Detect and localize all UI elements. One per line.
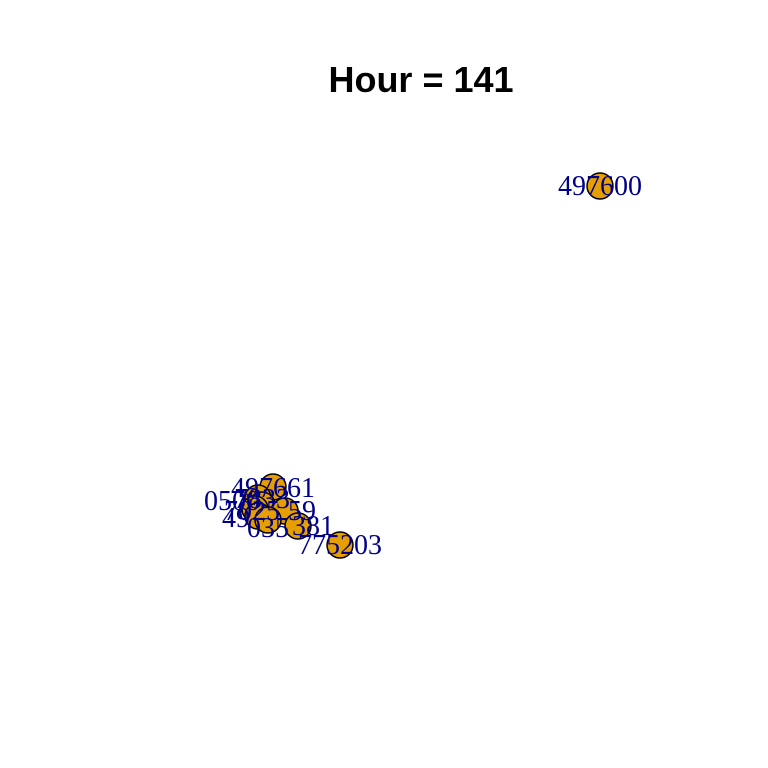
node-label: 497661 (231, 473, 315, 504)
node-label: 381 (292, 511, 334, 542)
node-circles (241, 172, 614, 559)
node-label: 775203 (298, 530, 382, 561)
network-node (284, 512, 312, 540)
network-node (254, 506, 282, 534)
network-node (326, 531, 354, 559)
node-label: 7025 (224, 496, 280, 527)
node-label: 035 (247, 513, 289, 544)
node-label: 0500 (204, 486, 260, 517)
network-node (586, 172, 614, 200)
node-label: 7833 (234, 484, 290, 515)
node-label: 49 (222, 503, 250, 534)
plot-title: Hour = 141 (328, 59, 514, 100)
node-label: 59 (288, 496, 316, 527)
node-label: 497600 (558, 171, 642, 202)
